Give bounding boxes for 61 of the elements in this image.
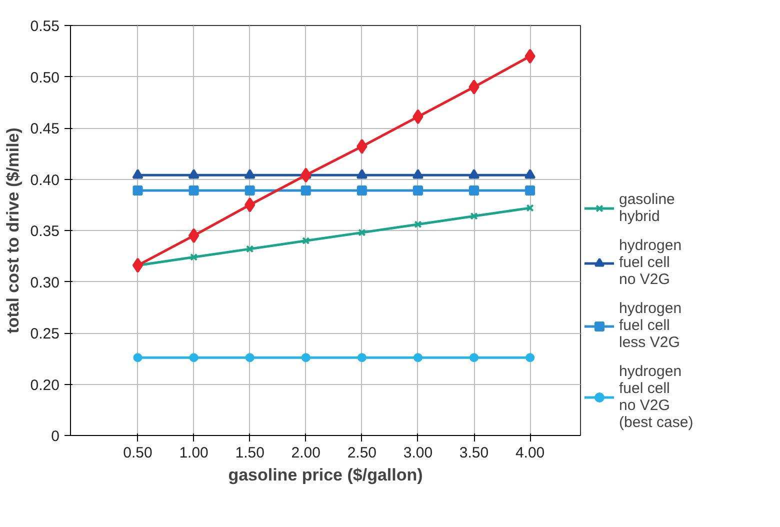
point <box>244 168 256 179</box>
x-tick-label: 3.00 <box>403 444 433 462</box>
point <box>132 168 144 179</box>
x-tick-label: 1.00 <box>179 444 208 462</box>
y-tick-label: 0.50 <box>30 69 60 86</box>
point <box>526 353 535 362</box>
point <box>412 168 424 179</box>
point <box>301 353 310 362</box>
x-tick-label: 1.50 <box>235 444 264 462</box>
y-tick-label: 0.20 <box>30 376 60 394</box>
y-tick-label: 0.35 <box>30 223 60 240</box>
point <box>190 253 198 261</box>
point <box>133 353 142 362</box>
y-tick-label: 0.40 <box>30 172 60 189</box>
y-tick-label: 0 <box>51 428 60 445</box>
point <box>132 186 143 196</box>
y-tick-label: 0.30 <box>30 274 60 292</box>
x-tick-label: 0.50 <box>123 444 152 462</box>
legend-label: gasoline hybrid <box>619 191 675 225</box>
point <box>468 80 480 94</box>
point <box>246 245 254 253</box>
point <box>188 168 200 179</box>
legend-label: hydrogen fuel cell no V2G (best case) <box>619 363 694 431</box>
point <box>470 353 479 362</box>
y-tick-label: 0.25 <box>30 326 60 342</box>
point <box>302 236 310 245</box>
x-tick-label: 3.50 <box>459 444 489 462</box>
point <box>245 353 254 362</box>
point <box>357 353 366 362</box>
point <box>300 168 312 183</box>
point <box>524 168 536 179</box>
point <box>469 186 480 196</box>
point <box>412 186 423 196</box>
point <box>525 186 536 196</box>
point <box>132 258 144 273</box>
point <box>412 109 424 124</box>
point <box>244 197 256 212</box>
point <box>526 204 534 212</box>
point <box>470 212 478 220</box>
x-axis-title: gasoline price ($/gallon) <box>228 466 423 484</box>
legend-label: hydrogen fuel cell no V2G <box>619 237 682 288</box>
y-tick-label: 0.45 <box>30 120 60 138</box>
point <box>356 168 368 179</box>
y-axis-title: total cost to drive ($/mile) <box>3 128 22 334</box>
point <box>414 220 422 228</box>
x-tick-label: 2.50 <box>347 444 377 462</box>
point <box>356 138 368 154</box>
y-tick-label: 0.55 <box>30 18 60 35</box>
point <box>188 186 199 196</box>
point <box>468 168 480 179</box>
point <box>244 186 255 196</box>
point <box>413 353 422 362</box>
point <box>300 186 311 196</box>
point <box>358 228 366 236</box>
point <box>189 353 198 362</box>
x-tick-label: 4.00 <box>515 444 545 462</box>
x-tick-label: 2.00 <box>291 444 320 462</box>
point <box>188 228 200 244</box>
legend-label: hydrogen fuel cell less V2G <box>619 300 682 351</box>
point <box>356 186 367 196</box>
point <box>524 48 536 64</box>
